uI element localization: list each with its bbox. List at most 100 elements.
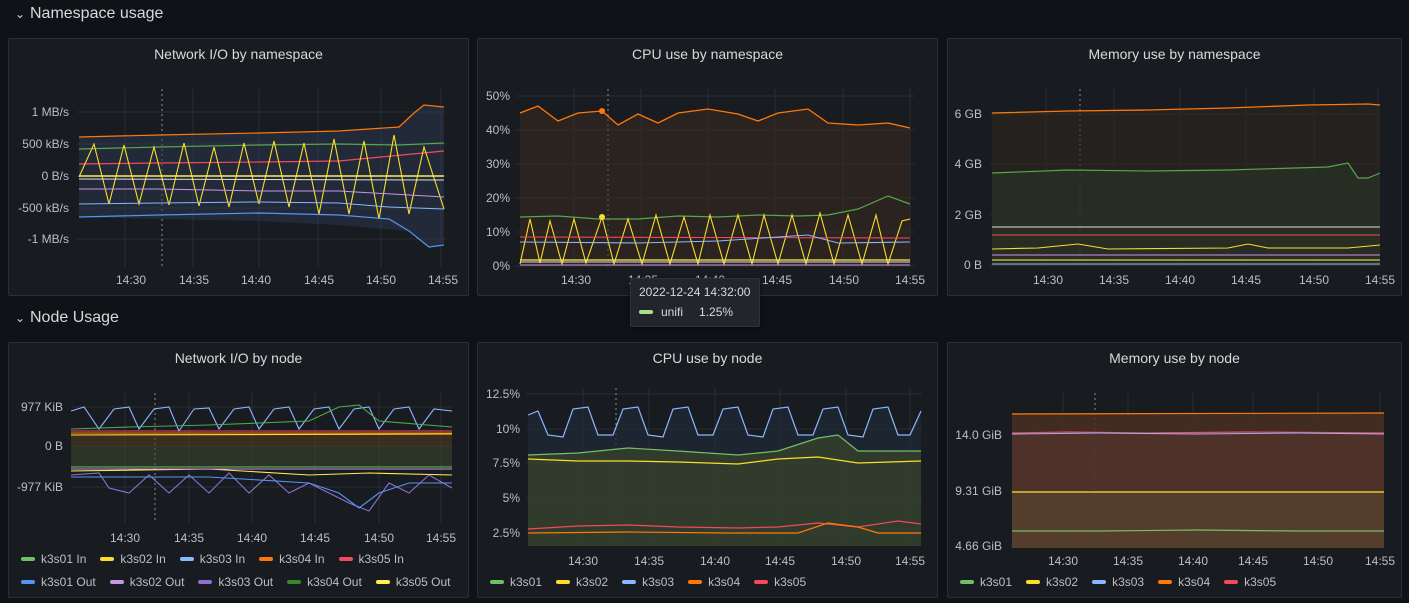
legend-item[interactable]: k3s04 Out [287, 575, 362, 589]
series-line [70, 472, 453, 512]
legend-label: k3s03 In [199, 552, 246, 566]
series-line [78, 178, 445, 181]
row-namespace-usage[interactable]: ⌄ Namespace usage [14, 5, 163, 23]
legend-item[interactable]: k3s05 [754, 575, 806, 589]
legend-item[interactable]: k3s03 In [179, 552, 246, 566]
y-tick: 30% [486, 157, 510, 171]
legend-label: k3s01 In [41, 552, 87, 566]
hover-point [599, 214, 605, 220]
panel-network-io-namespace[interactable]: Network I/O by namespace 1 MB/s 500 kB/s… [8, 38, 469, 296]
legend-swatch [1224, 580, 1239, 584]
y-tick: -977 KiB [17, 480, 63, 494]
legend-swatch [198, 580, 213, 584]
series-line [1011, 431, 1385, 434]
tooltip-series-name: unifi [661, 305, 684, 319]
series-area [71, 446, 452, 467]
panel-cpu-namespace[interactable]: CPU use by namespace 50% 40% 30% 20% 10%… [477, 38, 938, 296]
y-tick: 50% [486, 89, 510, 103]
x-tick: 14:45 [300, 531, 330, 545]
legend-item[interactable]: k3s05 In [338, 552, 404, 566]
legend-label: k3s05 [774, 575, 807, 589]
series-line [519, 105, 911, 129]
y-tick: 10% [486, 225, 510, 239]
legend-item[interactable]: k3s03 [622, 575, 674, 589]
legend-item[interactable]: k3s05 [1224, 575, 1276, 589]
legend: k3s01 k3s02 k3s03 k3s04 k3s05 [960, 575, 1276, 589]
series-area [520, 106, 910, 266]
series-line [71, 476, 452, 509]
x-tick: 14:30 [568, 554, 598, 568]
row-title: Namespace usage [30, 5, 164, 22]
y-tick: 7.5% [493, 456, 521, 470]
x-tick: 14:40 [1178, 554, 1208, 568]
panel-title: Memory use by node [1109, 350, 1240, 366]
tooltip-time: 2022-12-24 14:32:00 [639, 285, 751, 299]
legend-swatch [287, 580, 302, 584]
legend-swatch [754, 580, 769, 584]
legend-item[interactable]: k3s01 [960, 575, 1012, 589]
series-line [527, 434, 921, 456]
y-tick: 5% [503, 491, 521, 505]
legend-label: k3s04 [1178, 575, 1211, 589]
series-line [527, 520, 922, 530]
panel-title: Network I/O by node [174, 350, 303, 366]
legend-label: k3s05 [1244, 575, 1277, 589]
series-area [992, 163, 1380, 266]
y-tick: 20% [486, 191, 510, 205]
legend-swatch [375, 580, 390, 584]
x-tick: 14:50 [364, 531, 394, 545]
legend-swatch [1092, 580, 1107, 584]
series-line [527, 456, 922, 465]
panel-memory-namespace[interactable]: Memory use by namespace 6 GB 4 GB 2 GB 0… [947, 38, 1402, 296]
y-tick: 0 B [964, 258, 982, 272]
legend-item[interactable]: k3s03 Out [198, 575, 273, 589]
legend-label: k3s04 [708, 575, 741, 589]
row-node-usage[interactable]: ⌄ Node Usage [14, 309, 119, 327]
y-tick: 9.31 GiB [955, 484, 1002, 498]
legend-item[interactable]: k3s02 [556, 575, 608, 589]
legend-item[interactable]: k3s03 [1092, 575, 1144, 589]
legend-item[interactable]: k3s04 [688, 575, 740, 589]
chart-network-io-node: 977 KiB 0 B -977 KiB 14:30 14:35 14:40 1… [17, 393, 456, 545]
legend-item[interactable]: k3s05 Out [375, 575, 451, 589]
legend-swatch [100, 557, 115, 561]
chart-cpu-namespace: 50% 40% 30% 20% 10% 0% 14:30 14:35 14:40… [486, 89, 925, 287]
tooltip-series-row: unifi 1.25% [639, 305, 751, 319]
legend-swatch [109, 580, 124, 584]
legend-label: k3s04 In [279, 552, 325, 566]
x-tick: 14:55 [1365, 273, 1395, 287]
chevron-down-icon: ⌄ [14, 311, 26, 325]
chevron-down-icon: ⌄ [14, 7, 26, 21]
legend-label: k3s01 [510, 575, 543, 589]
legend-item[interactable]: k3s02 Out [109, 575, 184, 589]
panel-memory-node[interactable]: Memory use by node 14.0 GiB 9.31 GiB 4.6… [947, 342, 1402, 598]
series-area [1012, 491, 1384, 548]
y-tick: 4.66 GiB [955, 539, 1002, 553]
legend-item[interactable]: k3s02 [1026, 575, 1078, 589]
x-tick: 14:40 [237, 531, 267, 545]
legend-item[interactable]: k3s04 In [259, 552, 325, 566]
legend-item[interactable]: k3s01 Out [21, 575, 96, 589]
panel-network-io-node[interactable]: Network I/O by node 977 KiB 0 B -977 KiB… [8, 342, 469, 598]
legend-item[interactable]: k3s04 [1158, 575, 1210, 589]
x-tick: 14:45 [762, 273, 792, 287]
x-tick: 14:30 [1048, 554, 1078, 568]
y-tick: 2 GB [955, 208, 982, 222]
x-tick: 14:35 [179, 273, 209, 287]
legend-swatch [1026, 580, 1041, 584]
y-tick: 0 B [45, 439, 63, 453]
y-tick: -1 MB/s [28, 232, 69, 246]
panel-title: CPU use by namespace [632, 46, 783, 62]
legend-item[interactable]: k3s02 In [100, 552, 166, 566]
legend-label: k3s01 Out [41, 575, 96, 589]
x-tick: 14:30 [561, 273, 591, 287]
legend-swatch [259, 557, 274, 561]
x-tick: 14:50 [829, 273, 859, 287]
panel-cpu-node[interactable]: CPU use by node 12.5% 10% 7.5% 5% 2.5% 1… [477, 342, 938, 598]
legend-item[interactable]: k3s01 [490, 575, 542, 589]
legend-item[interactable]: k3s01 In [21, 552, 86, 566]
series-line [70, 404, 453, 430]
series-line [1011, 412, 1385, 415]
legend: k3s01 k3s02 k3s03 k3s04 k3s05 [490, 575, 806, 589]
series-line [78, 134, 445, 220]
